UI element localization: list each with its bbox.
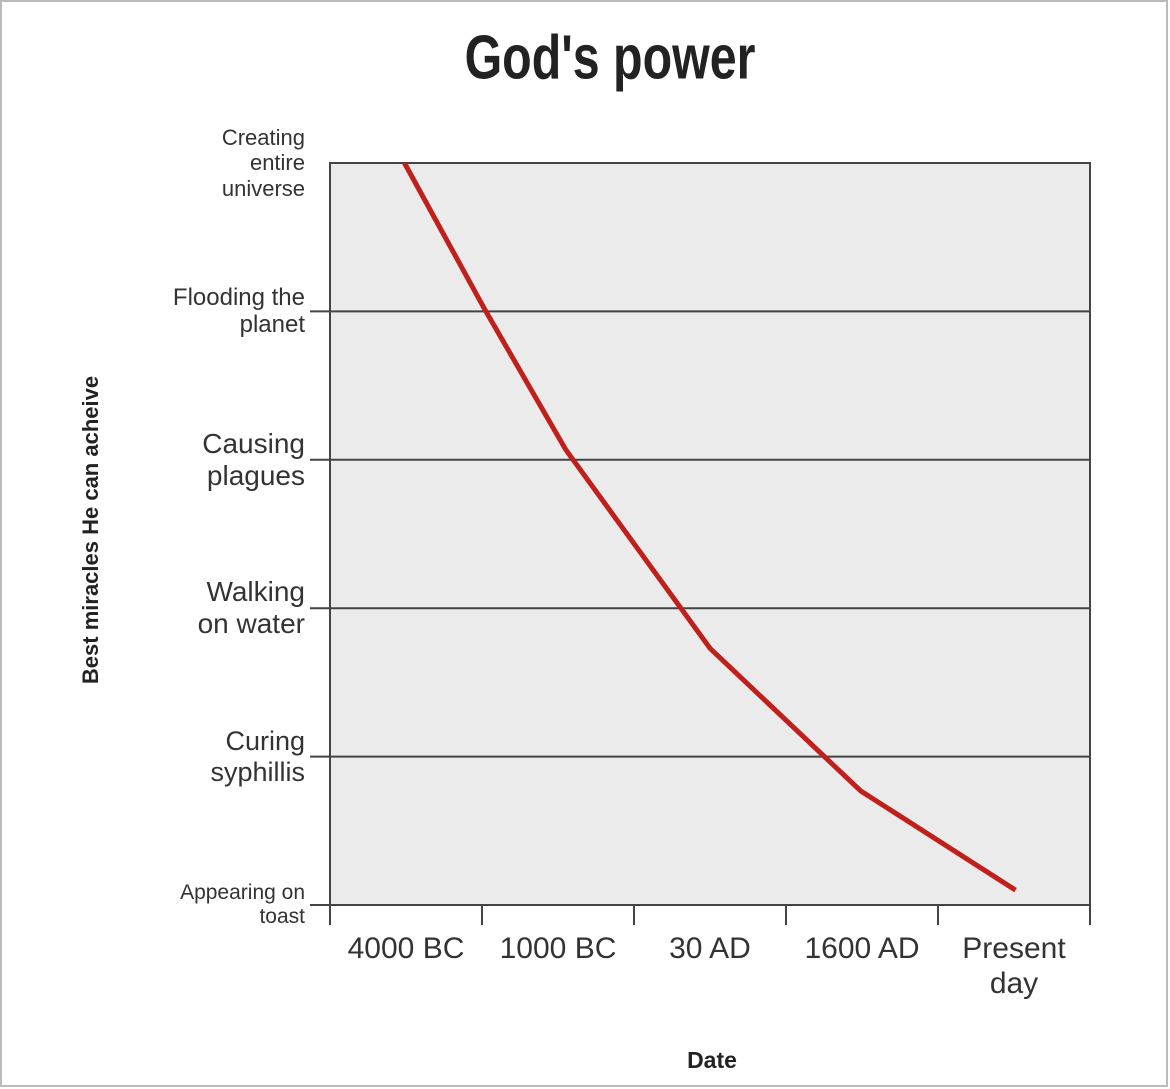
- x-tick-label: 4000 BC: [347, 932, 465, 965]
- line: [402, 161, 1017, 893]
- x-tick-label: Present day: [962, 932, 1066, 1000]
- plot-area: [329, 162, 1091, 906]
- x-axis-label: Date: [687, 1047, 737, 1073]
- y-tick-label: Appearing on toast: [180, 881, 305, 929]
- y-tick-label: Creating entire universe: [221, 125, 305, 201]
- y-axis-label: Best miracles He can acheive: [78, 376, 103, 684]
- x-tick-label: 1600 AD: [804, 932, 920, 965]
- y-tick-label: Curing syphillis: [210, 725, 305, 787]
- y-tick-label: Walking on water: [197, 576, 305, 640]
- chart-title: God's power: [465, 23, 756, 92]
- x-tick-label: 1000 BC: [499, 932, 617, 965]
- y-tick-label: Flooding the planet: [172, 283, 305, 339]
- x-tick-label: 30 AD: [669, 932, 751, 965]
- y-tick-label: Causing plagues: [202, 427, 305, 491]
